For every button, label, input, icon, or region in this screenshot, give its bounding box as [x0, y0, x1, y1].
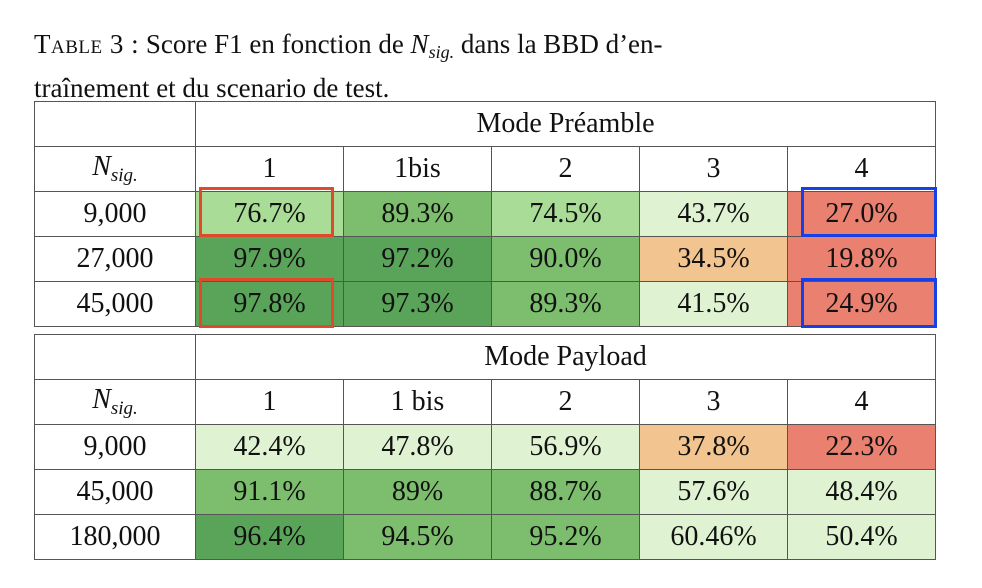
score-cell: 57.6% — [639, 469, 788, 515]
caption-line-2: traînement et du scenario de test. — [34, 73, 390, 103]
score-cell: 42.4% — [195, 424, 344, 470]
score-cell: 47.8% — [343, 424, 492, 470]
column-header: 1 — [195, 146, 344, 192]
nsig-subscript: sig. — [110, 398, 138, 419]
score-cell: 88.7% — [491, 469, 640, 515]
table-row: 9,000 76.7% 89.3% 74.5% 43.7% 27.0% — [34, 191, 936, 237]
score-cell: 89.3% — [343, 191, 492, 237]
table-row: 9,000 42.4% 47.8% 56.9% 37.8% 22.3% — [34, 424, 936, 470]
score-cell: 95.2% — [491, 514, 640, 560]
mode-title: Mode Payload — [195, 334, 936, 380]
score-cell: 94.5% — [343, 514, 492, 560]
score-cell: 22.3% — [787, 424, 936, 470]
empty-corner-cell — [34, 334, 196, 380]
caption-text-before: Score F1 en fonction de — [145, 29, 411, 59]
mode-title-row: Mode Payload — [34, 334, 936, 380]
column-header: 4 — [787, 146, 936, 192]
column-header: 2 — [491, 379, 640, 425]
caption-symbol-sub: sig. — [428, 42, 455, 62]
score-cell: 34.5% — [639, 236, 788, 282]
column-header: 3 — [639, 379, 788, 425]
nsig-header: Nsig. — [34, 379, 196, 425]
score-cell: 56.9% — [491, 424, 640, 470]
score-cell: 27.0% — [787, 191, 936, 237]
nsig-symbol: N — [92, 151, 111, 182]
score-cell: 76.7% — [195, 191, 344, 237]
score-cell: 19.8% — [787, 236, 936, 282]
score-cell: 90.0% — [491, 236, 640, 282]
score-cell: 48.4% — [787, 469, 936, 515]
score-cell: 97.8% — [195, 281, 344, 327]
column-header: 2 — [491, 146, 640, 192]
row-label: 27,000 — [34, 236, 196, 282]
nsig-header: Nsig. — [34, 146, 196, 192]
score-cell: 74.5% — [491, 191, 640, 237]
mode-title-row: Mode Préamble — [34, 101, 936, 147]
table-row: 27,000 97.9% 97.2% 90.0% 34.5% 19.8% — [34, 236, 936, 282]
row-label: 180,000 — [34, 514, 196, 560]
column-header: 1 — [195, 379, 344, 425]
table-row: 45,000 91.1% 89% 88.7% 57.6% 48.4% — [34, 469, 936, 515]
column-header: 4 — [787, 379, 936, 425]
score-cell: 43.7% — [639, 191, 788, 237]
caption-text-after: dans la BBD d’en- — [454, 29, 663, 59]
table-row: 180,000 96.4% 94.5% 95.2% 60.46% 50.4% — [34, 514, 936, 560]
score-cell: 89% — [343, 469, 492, 515]
score-cell: 89.3% — [491, 281, 640, 327]
row-label: 45,000 — [34, 281, 196, 327]
column-header-row: Nsig. 1 1bis 2 3 4 — [34, 146, 936, 192]
column-header: 1bis — [343, 146, 492, 192]
score-cell: 96.4% — [195, 514, 344, 560]
column-header-row: Nsig. 1 1 bis 2 3 4 — [34, 379, 936, 425]
table-row: 45,000 97.8% 97.3% 89.3% 41.5% 24.9% — [34, 281, 936, 327]
column-header: 3 — [639, 146, 788, 192]
score-cell: 91.1% — [195, 469, 344, 515]
empty-corner-cell — [34, 101, 196, 147]
score-cell: 41.5% — [639, 281, 788, 327]
score-cell: 97.2% — [343, 236, 492, 282]
nsig-symbol: N — [92, 384, 111, 415]
caption-symbol: N — [410, 29, 429, 59]
score-cell: 24.9% — [787, 281, 936, 327]
score-cell: 97.3% — [343, 281, 492, 327]
preamble-results-table: Mode Préamble Nsig. 1 1bis 2 3 4 9,000 76.7% 89.3… — [34, 101, 936, 327]
score-cell: 97.9% — [195, 236, 344, 282]
mode-title: Mode Préamble — [195, 101, 936, 147]
score-cell: 50.4% — [787, 514, 936, 560]
table-caption: Table 3 : Score F1 en fonction de Nsig. … — [34, 26, 934, 106]
score-cell: 60.46% — [639, 514, 788, 560]
row-label: 9,000 — [34, 191, 196, 237]
nsig-subscript: sig. — [110, 165, 138, 186]
row-label: 9,000 — [34, 424, 196, 470]
payload-results-table: Mode Payload Nsig. 1 1 bis 2 3 4 9,000 42.4% 47.8… — [34, 334, 936, 560]
score-cell: 37.8% — [639, 424, 788, 470]
column-header: 1 bis — [343, 379, 492, 425]
row-label: 45,000 — [34, 469, 196, 515]
caption-label: Table 3 : — [34, 29, 140, 59]
